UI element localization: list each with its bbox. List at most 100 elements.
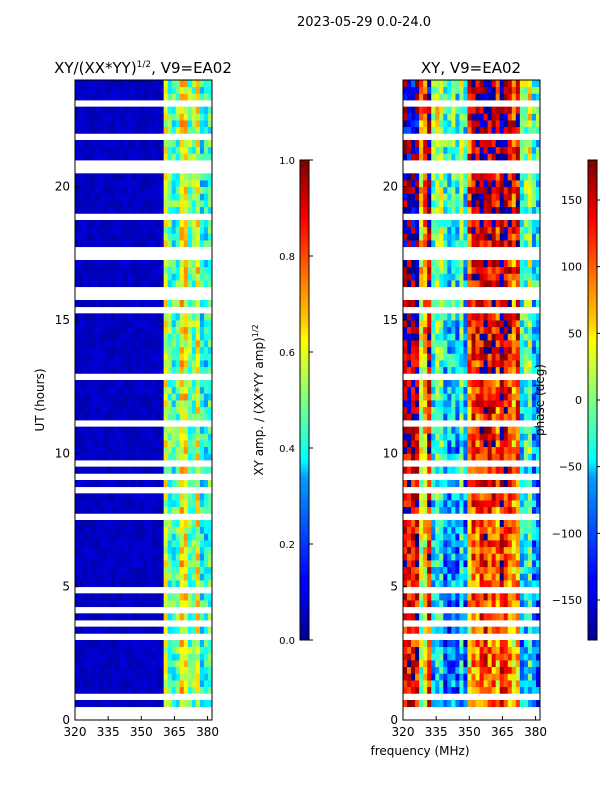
heatmap-cell [531, 466, 537, 474]
heatmap-cell [503, 173, 509, 181]
heatmap-cell [203, 346, 209, 354]
heatmap-cell [423, 226, 428, 234]
heatmap-cell [531, 546, 537, 554]
heatmap-cell [487, 506, 493, 514]
heatmap-cell [527, 200, 533, 208]
heatmap-cell [471, 353, 476, 361]
heatmap-cell [103, 526, 108, 534]
heatmap-cell [419, 113, 424, 121]
heatmap-cell [115, 240, 120, 248]
heatmap-cell [83, 326, 88, 334]
heatmap-cell [199, 320, 205, 328]
heatmap-cell [203, 360, 209, 368]
heatmap-cell [503, 540, 509, 548]
heatmap-cell [467, 480, 472, 488]
heatmap-cell [151, 126, 156, 134]
heatmap-cell [515, 433, 521, 441]
heatmap-cell [531, 413, 537, 421]
heatmap-cell [479, 146, 484, 154]
heatmap-cell [511, 380, 517, 388]
heatmap-cell [127, 146, 132, 154]
heatmap-cell [127, 113, 132, 121]
heatmap-cell [179, 426, 185, 434]
heatmap-cell [155, 646, 161, 654]
heatmap-cell [179, 480, 185, 488]
heatmap-cell [159, 173, 165, 181]
heatmap-cell [115, 553, 120, 561]
heatmap-cell [107, 180, 112, 188]
heatmap-cell [435, 593, 440, 601]
heatmap-cell [503, 280, 509, 288]
heatmap-cell [115, 600, 120, 608]
heatmap-cell [459, 240, 464, 248]
heatmap-cell [79, 506, 84, 514]
colorbar-tick-label: 0.6 [279, 348, 295, 359]
heatmap-cell [135, 193, 140, 201]
heatmap-cell [79, 360, 84, 368]
heatmap-cell [111, 560, 116, 568]
heatmap-cell [519, 353, 525, 361]
heatmap-cell [175, 273, 181, 281]
heatmap-cell [411, 273, 416, 281]
heatmap-cell [431, 673, 436, 681]
heatmap-cell [95, 573, 100, 581]
heatmap-cell [203, 120, 209, 128]
heatmap-cell [99, 660, 104, 668]
heatmap-cell [535, 313, 541, 321]
heatmap-cell [183, 566, 189, 574]
heatmap-cell [431, 666, 436, 674]
heatmap-cell [475, 580, 480, 588]
heatmap-cell [139, 393, 144, 401]
heatmap-cell [407, 300, 412, 308]
heatmap-cell [443, 333, 448, 341]
heatmap-cell [203, 126, 209, 134]
heatmap-cell [155, 273, 161, 281]
heatmap-cell [159, 333, 165, 341]
heatmap-cell [471, 120, 476, 128]
heatmap-cell [79, 186, 84, 194]
heatmap-cell [511, 353, 517, 361]
heatmap-cell [99, 273, 104, 281]
heatmap-cell [91, 193, 96, 201]
heatmap-cell [419, 266, 424, 274]
heatmap-cell [467, 540, 472, 548]
heatmap-cell [159, 593, 165, 601]
heatmap-cell [79, 613, 84, 621]
heatmap-cell [411, 433, 416, 441]
heatmap-cell [451, 380, 456, 388]
heatmap-cell [523, 140, 529, 148]
heatmap-cell [483, 560, 489, 568]
heatmap-cell [435, 313, 440, 321]
heatmap-cell [467, 686, 472, 694]
heatmap-cell [95, 466, 100, 474]
heatmap-cell [171, 520, 177, 528]
heatmap-cell [439, 533, 444, 541]
heatmap-cell [491, 553, 497, 561]
heatmap-cell [503, 673, 509, 681]
heatmap-cell [183, 106, 189, 114]
heatmap-cell [475, 326, 480, 334]
heatmap-cell [479, 80, 484, 88]
heatmap-cell [475, 300, 480, 308]
heatmap-cell [131, 600, 136, 608]
heatmap-cell [195, 406, 201, 414]
heatmap-cell [527, 346, 533, 354]
heatmap-cell [415, 526, 420, 534]
heatmap-cell [103, 480, 108, 488]
heatmap-cell [127, 480, 132, 488]
heatmap-cell [183, 400, 189, 408]
heatmap-cell [191, 113, 197, 121]
heatmap-cell [123, 673, 128, 681]
heatmap-cell [123, 413, 128, 421]
heatmap-cell [207, 366, 213, 374]
heatmap-cell [91, 260, 96, 268]
heatmap-cell [515, 140, 521, 148]
heatmap-cell [127, 553, 132, 561]
heatmap-cell [155, 666, 161, 674]
heatmap-cell [495, 266, 501, 274]
heatmap-cell [483, 500, 489, 508]
heatmap-cell [407, 280, 412, 288]
heatmap-cell [503, 466, 509, 474]
heatmap-cell [155, 106, 161, 114]
heatmap-cell [107, 506, 112, 514]
